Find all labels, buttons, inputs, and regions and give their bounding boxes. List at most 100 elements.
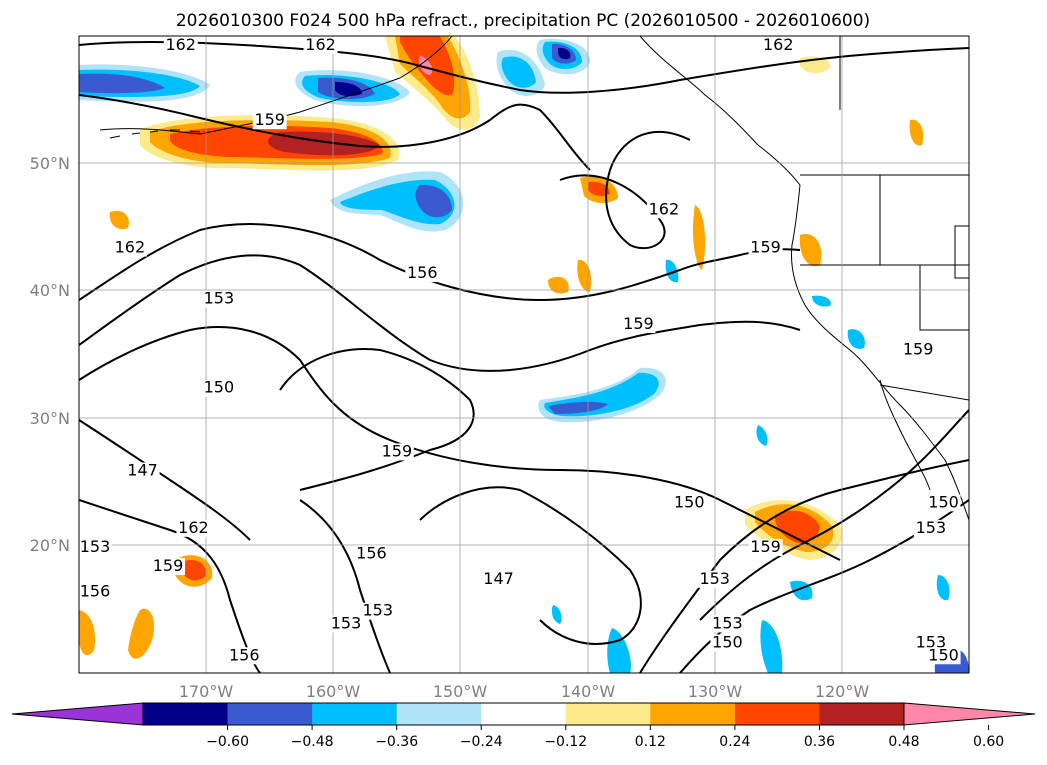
lat-tick-label: 20°N bbox=[30, 536, 70, 555]
contour-label-bg bbox=[354, 545, 389, 563]
colorbar-extend-max bbox=[903, 702, 1036, 726]
colorbar-segment bbox=[734, 703, 820, 725]
contour-label: 159 bbox=[903, 340, 934, 359]
colorbar-tick-label: −0.24 bbox=[460, 734, 503, 750]
contour-label-bg bbox=[125, 462, 160, 480]
colorbar-tick-label: 0.36 bbox=[804, 734, 835, 750]
contour-label: 150 bbox=[204, 378, 235, 397]
contour-label-bg bbox=[761, 37, 796, 54]
contour-label-bg bbox=[926, 494, 961, 512]
contour-147-south bbox=[419, 486, 642, 645]
lat-tick-labels: 50°N 40°N 30°N 20°N bbox=[30, 154, 70, 555]
contour-label-bg bbox=[379, 443, 414, 461]
contour-162-central bbox=[559, 130, 691, 250]
contour-label-bg bbox=[901, 341, 936, 359]
colorbar-tick-label: 0.12 bbox=[635, 734, 666, 750]
shade-cell-ne-5 bbox=[548, 276, 569, 294]
figure-title: 2026010300 F024 500 hPa refract., precip… bbox=[176, 11, 870, 31]
shade-cell-w-1 bbox=[109, 210, 129, 230]
colorbar-segment bbox=[819, 703, 905, 725]
contour-label-bg bbox=[163, 37, 198, 54]
contour-label-bg bbox=[646, 201, 681, 219]
contour-label-bg bbox=[926, 647, 961, 665]
contour-label-bg bbox=[360, 602, 395, 620]
colorbar-segment bbox=[396, 703, 482, 725]
graticule bbox=[79, 36, 969, 673]
contour-153 bbox=[79, 254, 801, 372]
contour-label: 153 bbox=[363, 601, 394, 620]
shade-s-neg-7 bbox=[756, 425, 768, 446]
shade-s-neg-2 bbox=[760, 620, 783, 673]
shade-sw-1r bbox=[182, 559, 207, 581]
shade-top-neg2-deep bbox=[558, 47, 571, 60]
contour-label-bg bbox=[112, 239, 147, 257]
contour-label-bg bbox=[710, 615, 745, 633]
map-panel: 162 162 162 159 162 162 156 159 153 159 150 159 147 1… bbox=[78, 35, 970, 674]
coast-alaska bbox=[99, 36, 453, 135]
contour-label: 153 bbox=[916, 633, 947, 652]
contour-159-east bbox=[699, 409, 969, 621]
shade-s-neg-3 bbox=[936, 575, 950, 601]
contour-153-east bbox=[639, 459, 969, 673]
colorbar-tick-label: −0.12 bbox=[544, 734, 587, 750]
contour-label: 159 bbox=[623, 314, 654, 333]
shade-se-red bbox=[774, 510, 820, 544]
contour-label: 153 bbox=[699, 569, 730, 588]
shade-cell-e-1 bbox=[909, 119, 924, 146]
contour-label: 147 bbox=[483, 569, 514, 588]
lon-tick-label: 140°W bbox=[561, 682, 616, 701]
contour-label-bg bbox=[329, 615, 363, 633]
border-state-4 bbox=[954, 225, 969, 279]
contour-label-bg bbox=[913, 519, 948, 537]
colorbar-segment bbox=[143, 703, 229, 725]
lon-tick-label: 160°W bbox=[306, 682, 361, 701]
contour-label-bg bbox=[176, 519, 211, 537]
contour-label: 159 bbox=[382, 441, 413, 460]
contour-150 bbox=[79, 326, 841, 561]
shade-goa-pink bbox=[418, 55, 433, 75]
shade-sw-3 bbox=[79, 610, 96, 656]
contour-label: 153 bbox=[204, 289, 235, 308]
contour-label-bg bbox=[252, 112, 287, 130]
shade-sw-2 bbox=[128, 608, 155, 659]
contour-label-bg bbox=[303, 37, 338, 54]
contour-label: 153 bbox=[712, 613, 743, 632]
contour-label-bg bbox=[151, 558, 185, 576]
shade-central-neg-dark bbox=[415, 184, 452, 218]
contour-label-bg bbox=[748, 538, 783, 556]
colorbar-segment bbox=[227, 703, 313, 725]
lon-tick-label: 170°W bbox=[179, 682, 234, 701]
contour-label: 162 bbox=[178, 518, 209, 537]
lon-tick-labels: 170°W 160°W 150°W 140°W 130°W 120°W bbox=[179, 682, 870, 701]
contour-153-south bbox=[79, 499, 261, 673]
contour-labels: 162 162 162 159 162 162 156 159 153 159 150 159 147 1… bbox=[78, 35, 961, 665]
coast-baja bbox=[879, 379, 931, 491]
contour-label: 153 bbox=[80, 537, 111, 556]
shade-s-neg-1 bbox=[607, 628, 631, 673]
shade-alaska-neg-deep bbox=[335, 82, 362, 97]
colorbar-segment bbox=[565, 703, 651, 725]
shade-cell-ne-1r bbox=[588, 181, 610, 197]
contour-label: 162 bbox=[649, 199, 680, 218]
colorbar-frame bbox=[142, 702, 905, 726]
colorbar-tick-label: 0.48 bbox=[888, 734, 919, 750]
coastlines bbox=[99, 36, 969, 521]
shade-cell-ne-2 bbox=[799, 234, 822, 267]
contour-label-bg bbox=[481, 570, 516, 588]
contour-162-north bbox=[79, 41, 969, 94]
lon-tick-label: 120°W bbox=[815, 682, 870, 701]
contour-label: 150 bbox=[928, 645, 959, 664]
contour-label-bg bbox=[710, 634, 745, 652]
contour-label-bg bbox=[621, 316, 656, 334]
contour-label: 159 bbox=[750, 238, 781, 257]
shade-s-neg-9 bbox=[665, 259, 679, 283]
contour-label-bg bbox=[78, 538, 112, 556]
map-frame bbox=[78, 35, 970, 674]
contour-156 bbox=[79, 223, 801, 302]
contour-label-bg bbox=[227, 647, 262, 665]
coast-aleutians bbox=[109, 129, 201, 139]
contour-label-bg bbox=[697, 570, 732, 588]
colorbar-segment bbox=[481, 703, 567, 725]
